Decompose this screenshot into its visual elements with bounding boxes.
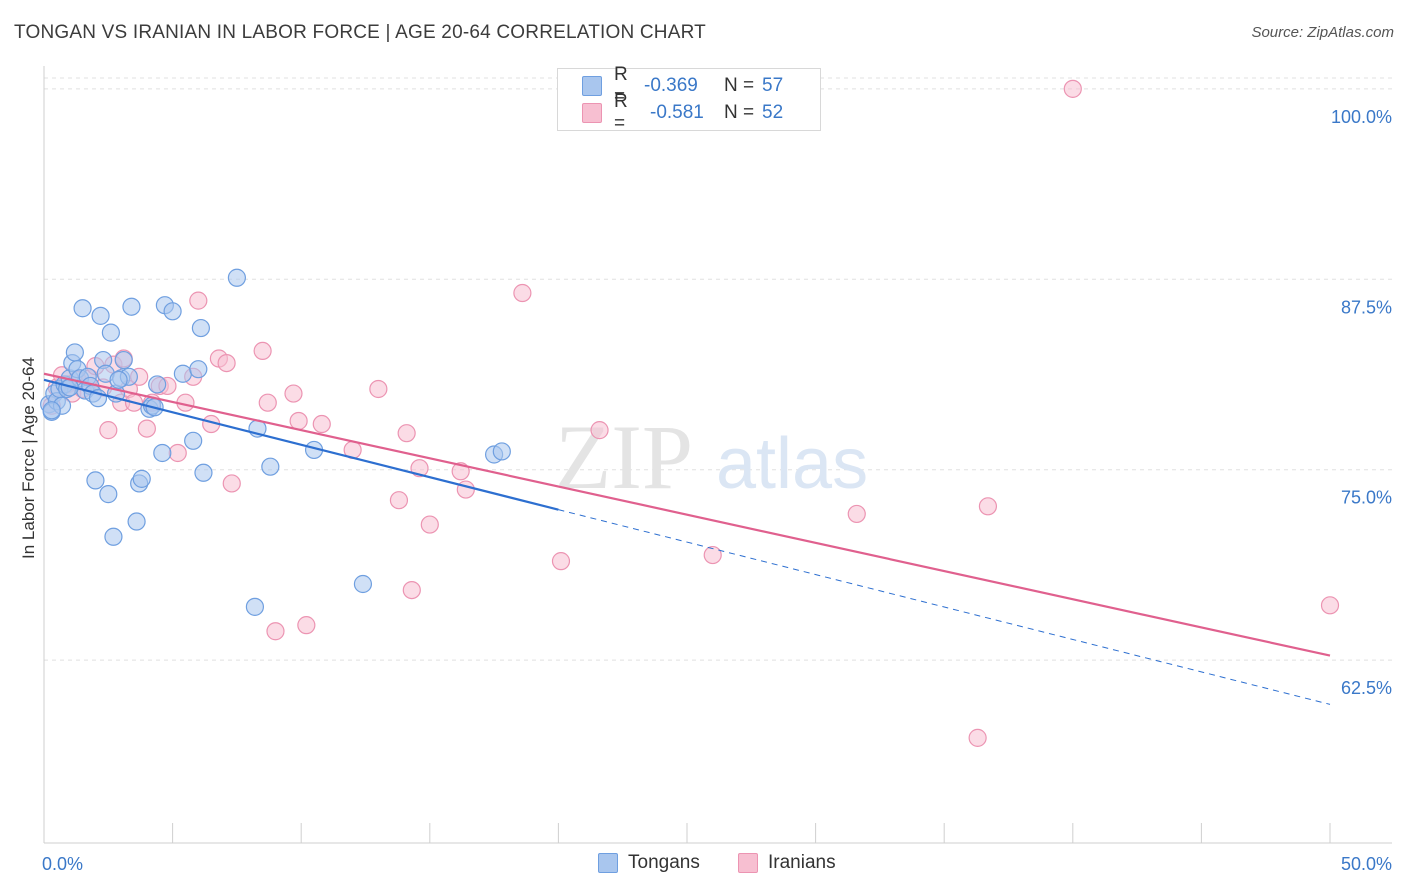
trend-layer: [43, 372, 1331, 705]
iranian-point: [222, 474, 241, 493]
tongan-point: [163, 302, 182, 321]
tongan-point: [42, 401, 61, 420]
r-value: -0.581: [650, 102, 704, 123]
series-legend: Tongans Iranians: [0, 852, 1406, 876]
y-tick-label: 75.0%: [1341, 488, 1392, 508]
n-value: 52: [762, 102, 784, 123]
iranian-point: [590, 421, 609, 440]
n-value: 57: [762, 75, 784, 96]
watermark-zip: ZIP: [555, 406, 693, 508]
tongan-point: [184, 431, 203, 450]
watermark: ZIP atlas: [555, 406, 868, 508]
points-layer: [40, 79, 1340, 747]
iranian-point: [312, 414, 331, 434]
tongan-point: [189, 360, 208, 379]
source-credit: Source: ZipAtlas.com: [1251, 24, 1394, 41]
correlation-legend: R = -0.369 N = 57 R = -0.581 N = 52: [557, 64, 821, 134]
iranian-point: [253, 341, 272, 360]
iranian-point: [168, 443, 187, 463]
labels-layer: 100.0% 87.5% 75.0% 62.5% 0.0% 50.0% In Labor F…: [19, 107, 1392, 874]
iranian-point: [402, 580, 421, 600]
grid-layer: [44, 77, 1392, 661]
iranians-trend-line: [43, 372, 1331, 657]
legend-row-tongans: R = -0.369 N = 57: [582, 64, 784, 107]
iranian-point: [1063, 79, 1082, 98]
iranian-point: [389, 491, 409, 510]
y-tick-label: 87.5%: [1341, 297, 1392, 317]
r-label: R =: [614, 64, 628, 107]
tongan-point: [99, 485, 118, 504]
tongan-point: [86, 471, 105, 490]
tongan-point: [353, 574, 373, 594]
tongan-point: [65, 343, 84, 362]
chart-title: TONGAN VS IRANIAN IN LABOR FORCE | AGE 2…: [14, 22, 706, 43]
iranians-legend-label: Iranians: [768, 852, 836, 873]
iranian-point: [847, 504, 866, 524]
tongan-point: [132, 469, 151, 488]
tongan-point: [227, 268, 246, 287]
x-tick-label: 0.0%: [42, 854, 83, 874]
tongan-point: [245, 597, 265, 616]
axis-layer: [43, 66, 1392, 844]
iranian-point: [297, 616, 316, 635]
tongans-trend-line: [43, 378, 559, 511]
iranian-point: [369, 379, 388, 399]
tongan-point: [148, 375, 167, 394]
tongan-point: [194, 463, 213, 482]
tongans-legend-label: Tongans: [628, 852, 700, 873]
tongan-point: [101, 323, 120, 342]
r-label: R =: [614, 91, 628, 134]
iranian-point: [551, 552, 571, 571]
iranians-legend-swatch: [738, 853, 758, 873]
tongans-trend-extension: [558, 509, 1331, 705]
iranian-point: [1320, 596, 1340, 615]
watermark-atlas: atlas: [716, 424, 868, 504]
iranian-point: [978, 497, 998, 516]
tongan-point: [114, 350, 133, 370]
iranian-point: [397, 424, 416, 443]
iranian-point: [513, 283, 532, 303]
r-value: -0.369: [644, 75, 698, 96]
x-tick-label: 50.0%: [1341, 854, 1392, 874]
y-tick-label: 100.0%: [1331, 107, 1392, 127]
tongan-point: [173, 364, 192, 383]
n-label: N =: [724, 75, 755, 96]
iranian-point: [258, 393, 277, 412]
iranian-point: [703, 545, 722, 565]
tongan-point: [492, 442, 511, 461]
iranians-swatch: [582, 103, 602, 123]
iranian-point: [284, 384, 303, 403]
iranian-point: [99, 421, 118, 440]
iranian-point: [217, 353, 236, 373]
y-tick-label: 62.5%: [1341, 678, 1392, 698]
n-label: N =: [724, 102, 755, 123]
iranian-point: [137, 419, 156, 438]
tongan-point: [191, 318, 210, 338]
legend-item-iranians[interactable]: Iranians: [738, 852, 836, 874]
iranian-point: [420, 515, 439, 534]
tongan-point: [104, 527, 123, 546]
legend-row-iranians: R = -0.581 N = 52: [582, 91, 784, 134]
iranian-point: [266, 622, 285, 641]
tongan-point: [122, 297, 141, 316]
iranian-point: [289, 411, 308, 431]
tongans-legend-swatch: [598, 853, 618, 873]
tongan-point: [127, 512, 146, 531]
tongan-point: [73, 299, 92, 318]
tongans-swatch: [582, 76, 602, 96]
iranian-point: [456, 480, 475, 499]
tongan-point: [261, 457, 280, 476]
iranian-point: [968, 728, 987, 747]
tongan-point: [109, 370, 128, 389]
iranian-point: [189, 291, 208, 310]
tongan-point: [91, 306, 110, 325]
y-axis-label: In Labor Force | Age 20-64: [19, 357, 38, 559]
legend-item-tongans[interactable]: Tongans: [598, 852, 700, 874]
tongan-point: [153, 443, 172, 463]
